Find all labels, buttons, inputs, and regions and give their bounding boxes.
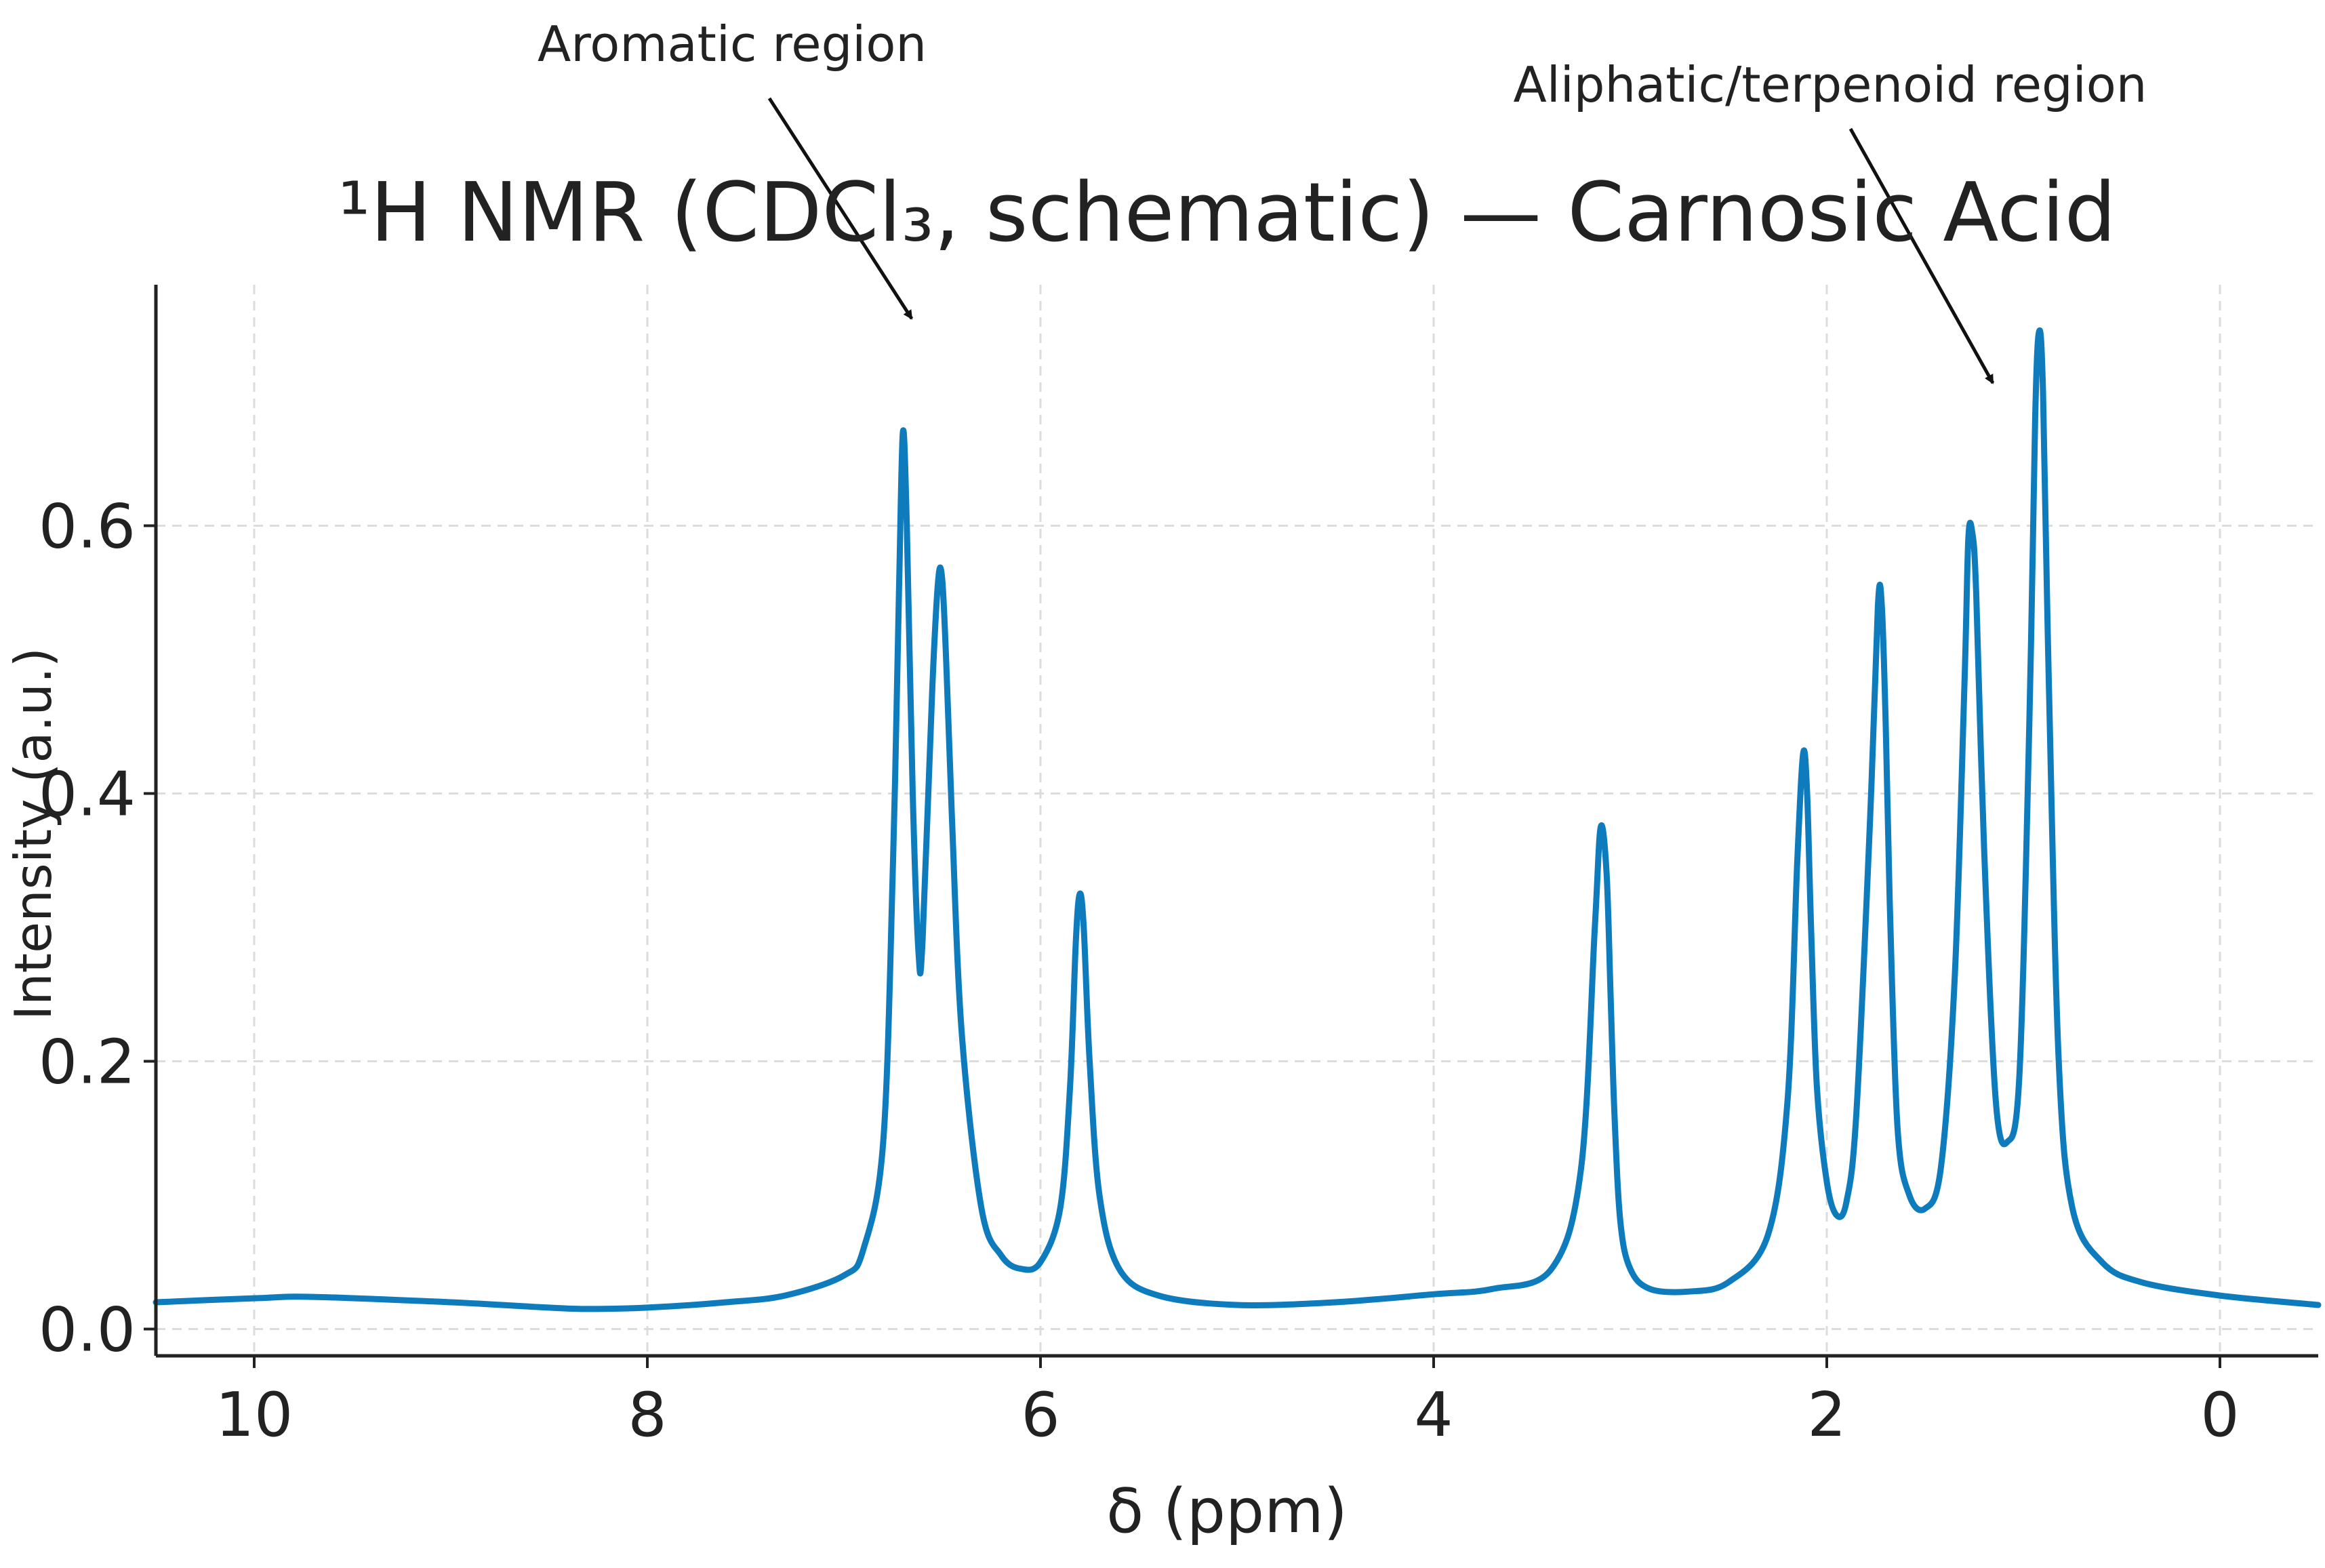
y-tick-label: 0.4: [39, 759, 136, 830]
y-tick-label: 0.0: [39, 1295, 136, 1366]
annotation-arrow: [1848, 127, 1995, 384]
annotation-arrow: [767, 97, 914, 320]
tick-labels: 10 8 6 4 2 0 0.0 0.2 0.4 0.6: [39, 491, 2240, 1451]
chart-title: ¹H NMR (CDCl₃, schematic) — Carnosic Aci…: [338, 166, 2116, 260]
x-tick-label: 0: [2200, 1380, 2239, 1451]
annotation-label: Aromatic region: [538, 16, 927, 73]
x-tick-label: 4: [1414, 1380, 1453, 1451]
y-tick-label: 0.6: [39, 491, 136, 563]
y-axis-label: Intensity (a.u.): [3, 647, 63, 1020]
x-tick-label: 2: [1807, 1380, 1846, 1451]
spectrum-line: [153, 327, 2322, 1312]
y-tick-label: 0.2: [39, 1027, 136, 1098]
annotation-label: Aliphatic/terpenoid region: [1514, 56, 2147, 113]
annotations: Aromatic region Aliphatic/terpenoid regio…: [538, 16, 2147, 384]
x-axis-label: δ (ppm): [1106, 1476, 1348, 1547]
grid: [156, 285, 2318, 1356]
series-layer: [153, 327, 2322, 1312]
x-tick-label: 10: [216, 1380, 294, 1451]
x-tick-label: 6: [1021, 1380, 1059, 1451]
axes: [154, 285, 2318, 1358]
x-tick-label: 8: [628, 1380, 666, 1451]
